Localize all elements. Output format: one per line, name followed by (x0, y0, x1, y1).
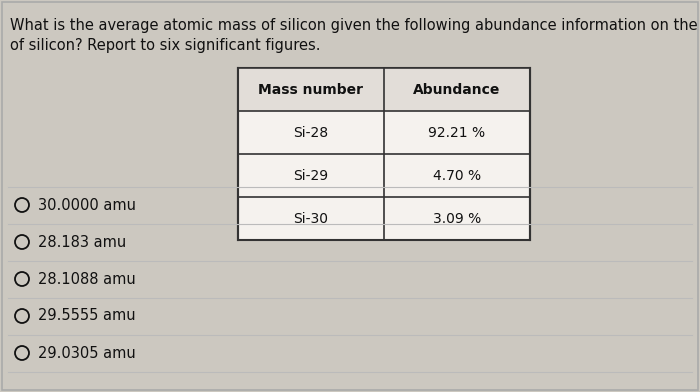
Text: 4.70 %: 4.70 % (433, 169, 481, 183)
Text: Mass number: Mass number (258, 82, 363, 96)
Text: 92.21 %: 92.21 % (428, 125, 486, 140)
Text: Si-29: Si-29 (293, 169, 328, 183)
Text: Si-28: Si-28 (293, 125, 328, 140)
Text: 29.5555 amu: 29.5555 amu (38, 309, 136, 323)
Text: of silicon? Report to six significant figures.: of silicon? Report to six significant fi… (10, 38, 321, 53)
Text: What is the average atomic mass of silicon given the following abundance informa: What is the average atomic mass of silic… (10, 18, 700, 33)
Text: 29.0305 amu: 29.0305 amu (38, 345, 136, 361)
Text: Abundance: Abundance (413, 82, 500, 96)
Text: 3.09 %: 3.09 % (433, 212, 481, 225)
Text: Si-30: Si-30 (293, 212, 328, 225)
Text: 28.183 amu: 28.183 amu (38, 234, 126, 249)
FancyBboxPatch shape (238, 68, 530, 240)
FancyBboxPatch shape (238, 68, 530, 111)
Text: 28.1088 amu: 28.1088 amu (38, 272, 136, 287)
Text: 30.0000 amu: 30.0000 amu (38, 198, 136, 212)
